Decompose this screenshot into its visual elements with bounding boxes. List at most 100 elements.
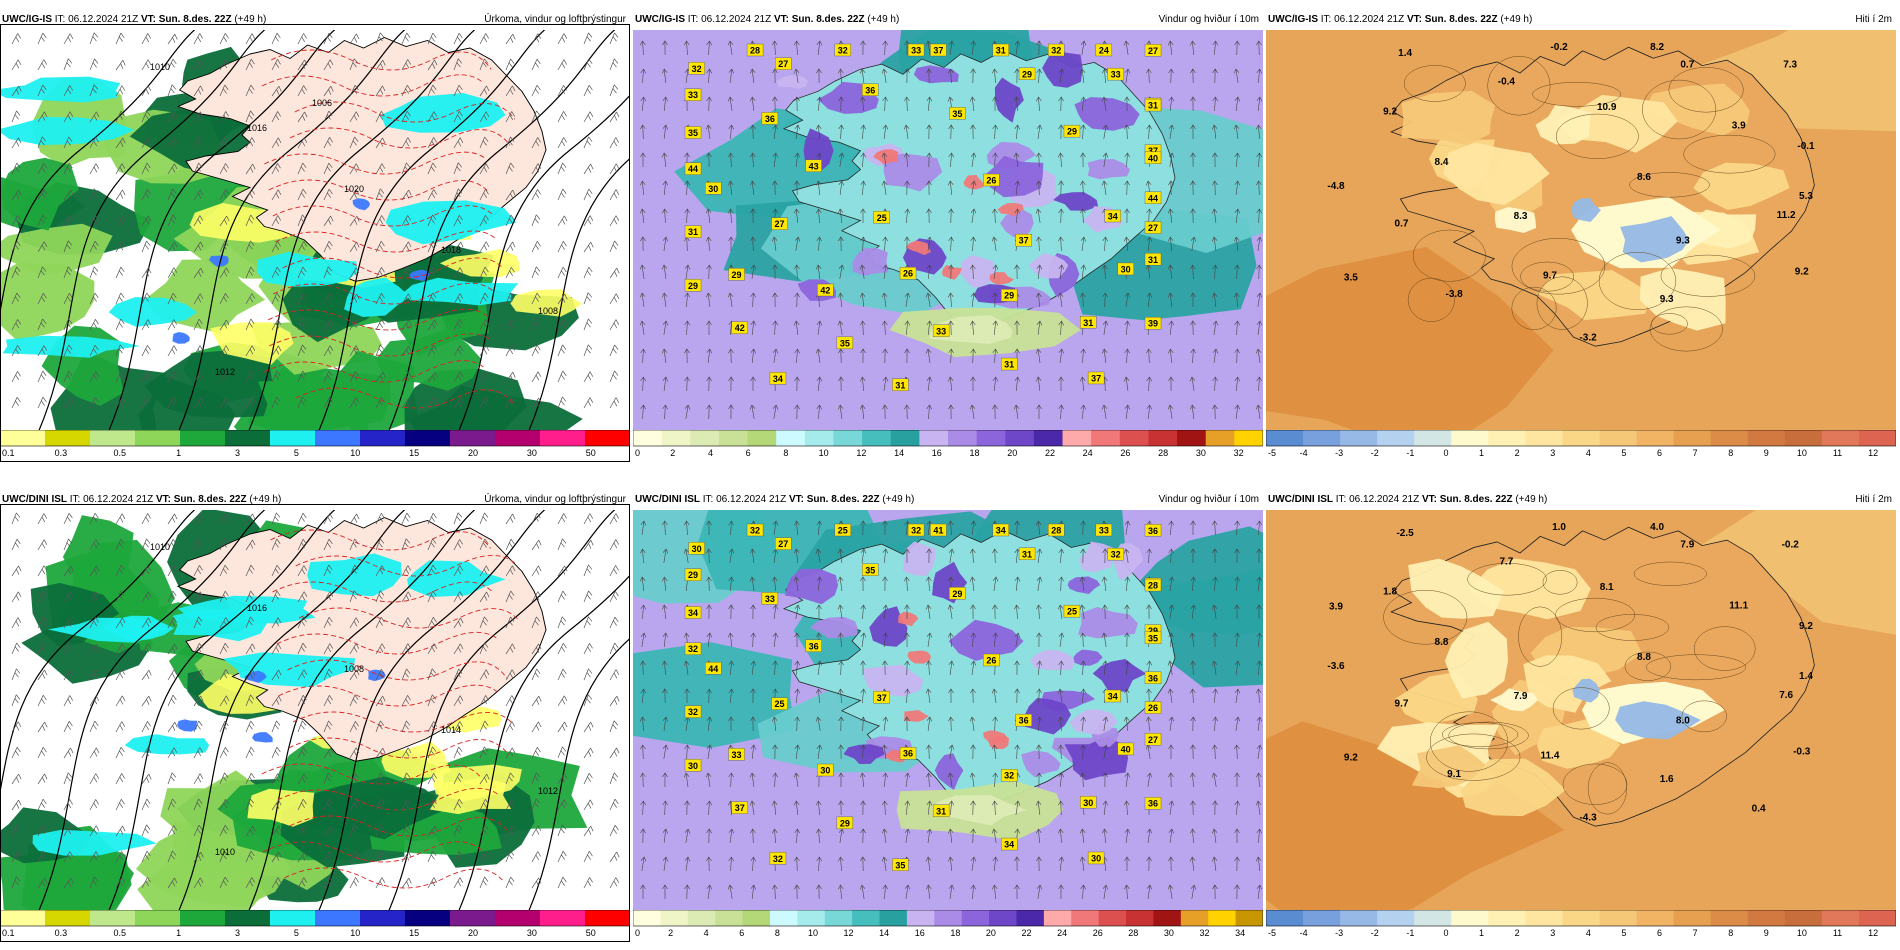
field-patch [1535, 104, 1592, 145]
wind-arrow [749, 548, 756, 563]
svg-text:32: 32 [838, 46, 848, 56]
wind-arrow [1256, 320, 1263, 335]
wind-arrow [1256, 236, 1263, 251]
wind-barb [375, 396, 385, 409]
wind-arrow [684, 828, 691, 843]
field-patch [639, 819, 867, 910]
wind-arrow [1102, 772, 1108, 788]
vt-label: VT: [1421, 494, 1437, 505]
wind-arrow [1080, 96, 1087, 111]
gust-value: 32 [834, 43, 851, 57]
wind-barb [609, 215, 620, 227]
wind-barb [193, 162, 203, 175]
colorbar-swatch [1266, 910, 1304, 926]
wind-arrow [1036, 68, 1042, 84]
wind-arrow [772, 884, 778, 900]
wind-arrow [1255, 124, 1262, 140]
wind-barb [479, 746, 489, 759]
colorbar-tick-label: 22 [1022, 928, 1032, 938]
wind-barb [167, 292, 177, 305]
field-patch [301, 776, 449, 840]
wind-barb [479, 876, 489, 889]
isobar-label: 1018 [441, 245, 461, 255]
colorbar-tick-label: -4 [1300, 448, 1308, 458]
wind-barb [63, 370, 73, 383]
svg-text:29: 29 [1022, 69, 1032, 79]
colorbar-swatch [1177, 430, 1207, 446]
wind-barb [141, 59, 152, 71]
wind-arrow [1102, 124, 1109, 139]
field-patch [1067, 576, 1101, 594]
wind-arrow [1058, 180, 1064, 196]
wind-arrow [860, 828, 866, 844]
wind-arrow [1167, 40, 1174, 55]
svg-text:27: 27 [775, 219, 785, 229]
wind-barb [141, 319, 152, 331]
wind-arrow [1014, 208, 1021, 224]
wind-arrow [992, 772, 998, 788]
temperature-value: 3.9 [1732, 120, 1746, 131]
wind-barb [245, 370, 255, 383]
field-patch [1443, 142, 1550, 206]
temperature-contour [1595, 614, 1670, 641]
wind-arrow [837, 688, 844, 703]
wind-arrow [860, 180, 866, 196]
wind-barb [609, 240, 619, 253]
gust-value: 36 [1144, 524, 1162, 537]
field-patch [989, 272, 1014, 285]
wind-arrow [794, 520, 800, 536]
it-label: IT: [69, 494, 81, 505]
gust-value: 36 [1144, 797, 1162, 810]
temperature-contour [264, 151, 485, 175]
wind-arrow [1014, 40, 1021, 55]
wind-arrow [1168, 68, 1174, 84]
wind-arrow [1168, 520, 1174, 536]
wind-barb [453, 319, 463, 331]
wind-arrow [1256, 548, 1262, 564]
svg-text:37: 37 [1091, 373, 1101, 383]
gust-value: 33 [907, 43, 925, 57]
gust-value: 30 [688, 542, 705, 555]
colorbar-tick-label: 8 [783, 448, 788, 458]
wind-arrow [1212, 320, 1219, 335]
wind-barb [115, 397, 126, 409]
wind-barb [531, 84, 541, 97]
wind-arrow [904, 716, 910, 732]
colorbar-tick-label: 28 [1128, 928, 1138, 938]
wind-arrow [1146, 884, 1153, 899]
wind-arrow [1036, 264, 1043, 279]
wind-barb [583, 163, 594, 175]
wind-arrow [925, 688, 932, 703]
wind-arrow [772, 320, 778, 336]
wind-arrow [683, 772, 690, 787]
wind-barb [323, 85, 334, 97]
wind-barb [453, 746, 463, 759]
wind-barb [63, 318, 73, 331]
colorbar-tick-label: 7 [1693, 448, 1698, 458]
wind-arrow [1168, 152, 1175, 167]
wind-arrow [970, 520, 977, 535]
wind-arrow [1211, 772, 1218, 787]
wind-arrow [1168, 604, 1175, 619]
wind-arrow [991, 236, 998, 251]
wind-barb [167, 538, 177, 551]
wind-arrow [925, 292, 932, 307]
svg-text:31: 31 [1148, 255, 1158, 265]
wind-arrow [1233, 124, 1240, 139]
wind-barb [609, 267, 620, 279]
colorbar-swatch [1153, 910, 1182, 926]
wind-barb [375, 163, 386, 175]
gust-value: 31 [684, 225, 702, 238]
wind-arrow [1080, 180, 1086, 196]
svg-text:40: 40 [1148, 153, 1158, 163]
wind-arrow [639, 264, 646, 279]
wind-barb [115, 799, 125, 811]
wind-barb [11, 876, 21, 889]
wind-barb [583, 318, 593, 331]
wind-barb [167, 798, 177, 811]
wind-barb [167, 850, 177, 863]
wind-arrow [838, 152, 845, 167]
wind-arrow [662, 124, 669, 139]
wind-arrow [1102, 152, 1109, 167]
wind-barb [401, 293, 412, 305]
